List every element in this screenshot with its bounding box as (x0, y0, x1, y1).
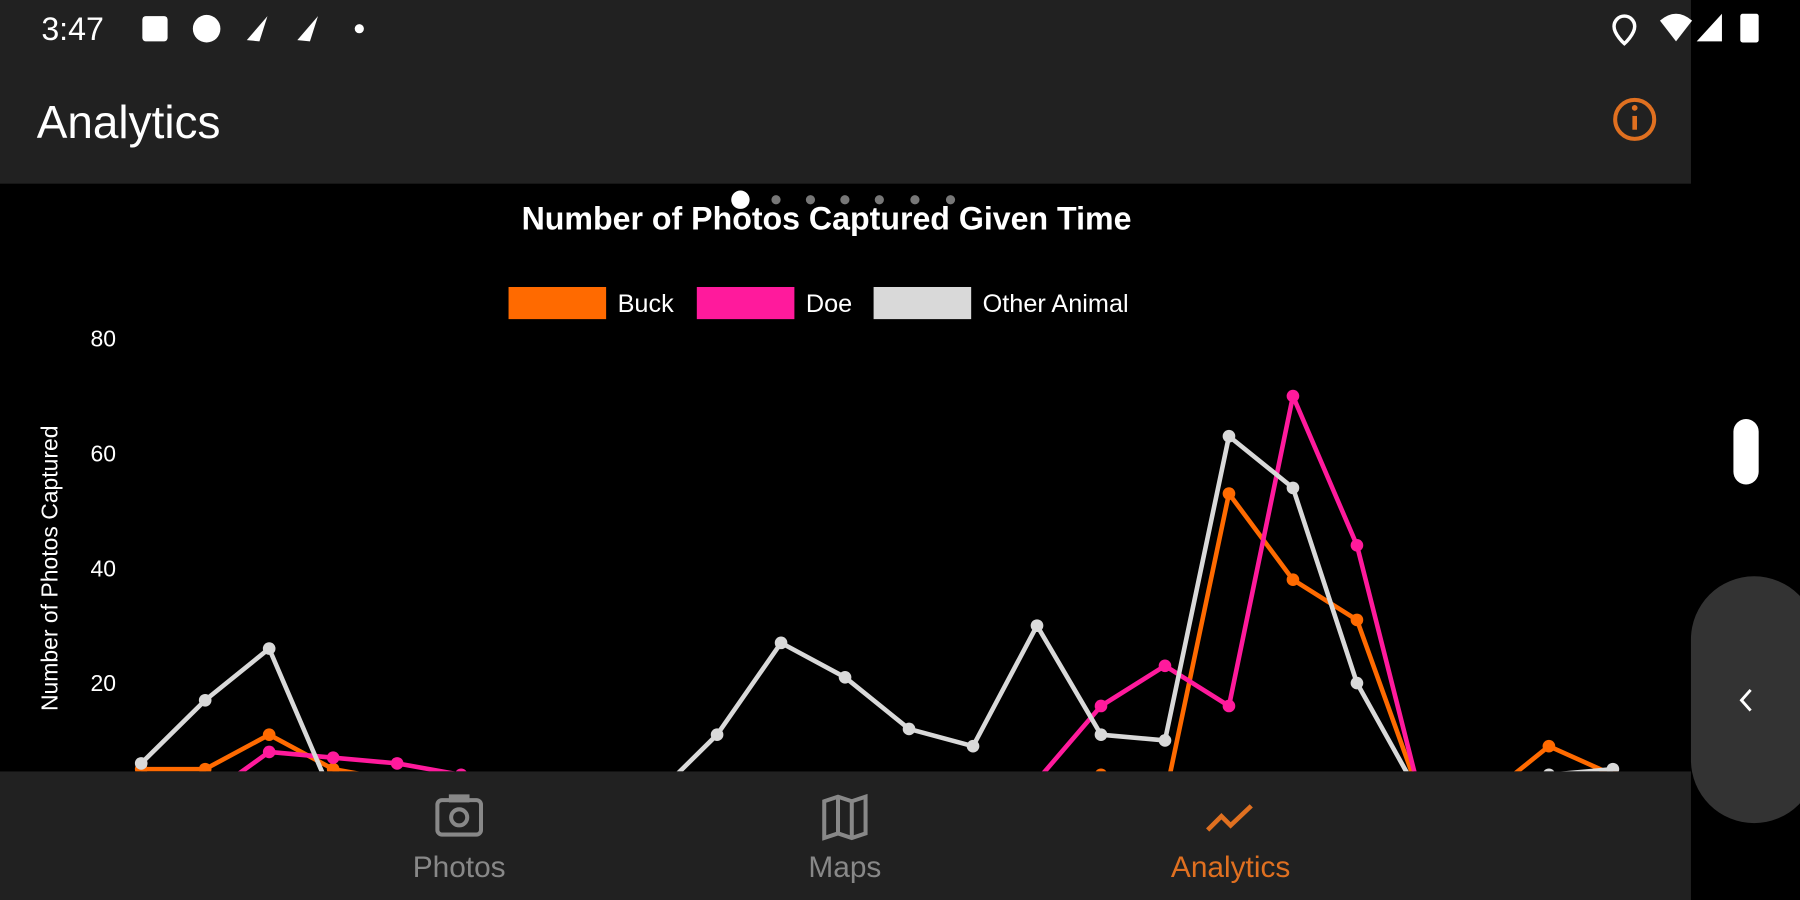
data-point (1543, 768, 1555, 772)
y-tick-label: 20 (91, 670, 117, 696)
nav-label[interactable]: Photos (413, 851, 506, 884)
y-axis-label: Number of Photos Captured (36, 425, 62, 711)
data-point (198, 762, 212, 772)
data-point (1606, 762, 1620, 772)
scroll-handle (1733, 419, 1759, 485)
data-point (1542, 739, 1556, 753)
legend-label: Doe (806, 290, 852, 318)
y-tick-label: 40 (91, 555, 117, 581)
series-line (139, 433, 1614, 772)
data-point (455, 768, 467, 772)
data-point (134, 757, 148, 770)
data-point (1030, 619, 1044, 632)
top-bars (0, 0, 1691, 184)
data-point (1222, 429, 1236, 443)
nav-maps[interactable]: Maps (808, 793, 881, 884)
legend-label: Other Animal (983, 290, 1129, 318)
data-point (838, 670, 852, 684)
plot (134, 389, 1620, 772)
legend-swatch (508, 286, 607, 320)
side-panel-toggle[interactable] (1690, 576, 1800, 824)
data-point (1286, 573, 1300, 587)
legend-swatch (696, 286, 795, 320)
nav-analytics[interactable]: Analytics (1171, 804, 1290, 884)
data-point (1094, 728, 1108, 742)
data-point (326, 751, 340, 764)
data-point (1350, 676, 1364, 690)
status-time: 3:47 (41, 11, 104, 47)
data-point (902, 722, 916, 736)
legend: Buck Doe Other Animal (508, 286, 1129, 320)
y-tick-label: 60 (91, 440, 117, 466)
legend-label: Buck (618, 290, 675, 318)
data-point (262, 728, 276, 742)
data-point (1158, 659, 1172, 673)
data-point (326, 762, 340, 772)
chart-title: Number of Photos Captured Given Time (522, 201, 1132, 237)
legend-swatch (873, 286, 972, 320)
data-point (1222, 487, 1236, 500)
y-ticks: 20 40 60 80 (91, 326, 117, 696)
info-button[interactable] (1613, 97, 1657, 141)
data-point (710, 728, 724, 742)
data-point (1350, 613, 1364, 627)
data-point (1222, 699, 1236, 713)
data-point (774, 636, 788, 650)
y-tick-label: 80 (91, 326, 117, 352)
data-point (1286, 389, 1300, 403)
data-point (1095, 768, 1107, 772)
data-point (390, 757, 404, 770)
series-line (238, 393, 1417, 772)
nav-label[interactable]: Analytics (1171, 851, 1290, 884)
app-bar-title: Analytics (37, 96, 221, 148)
pager-dots (731, 190, 956, 209)
data-point (262, 642, 276, 655)
data-point (262, 745, 276, 759)
data-point (1286, 481, 1300, 495)
data-point (1094, 699, 1108, 713)
series-line (141, 491, 1611, 772)
nav-label[interactable]: Maps (808, 851, 881, 884)
data-point (1158, 734, 1172, 747)
data-point (966, 739, 980, 753)
data-point (198, 693, 212, 707)
data-point (1350, 538, 1364, 552)
nav-photos[interactable]: Photos (413, 794, 506, 884)
